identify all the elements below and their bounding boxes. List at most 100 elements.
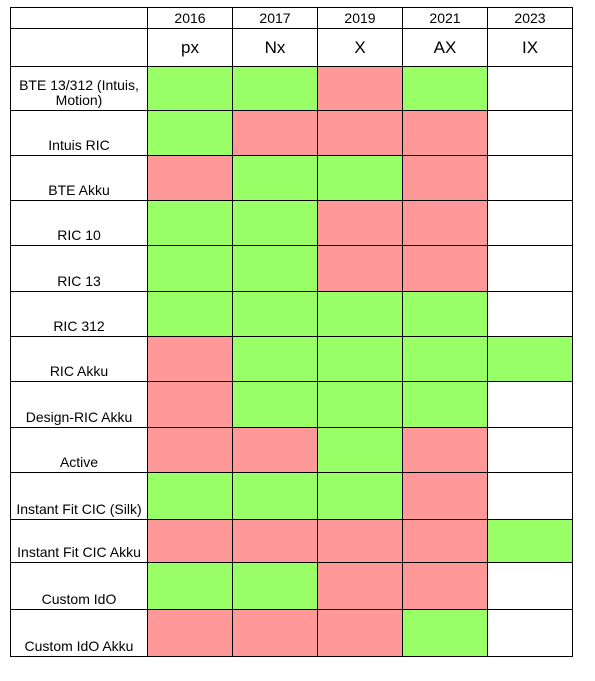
status-cell-red <box>317 562 403 610</box>
status-cell-red <box>317 110 403 156</box>
status-cell-white <box>487 200 573 246</box>
status-cell-green <box>232 155 318 201</box>
table-row: Instant Fit CIC Akku <box>10 519 573 563</box>
status-cell-white <box>487 381 573 428</box>
model-header-row: px Nx X AX IX <box>10 28 573 67</box>
status-cell-red <box>317 245 403 292</box>
status-cell-red <box>317 66 403 111</box>
status-cell-red <box>232 110 318 156</box>
status-cell-red <box>402 562 488 610</box>
status-cell-green <box>402 291 488 337</box>
status-cell-white <box>487 291 573 337</box>
table-row: Active <box>10 427 573 473</box>
status-cell-red <box>147 155 233 201</box>
status-cell-red <box>147 609 233 657</box>
model-header: px <box>147 28 233 67</box>
status-cell-green <box>147 110 233 156</box>
corner-cell <box>10 7 148 29</box>
status-cell-green <box>232 562 318 610</box>
table-row: RIC 10 <box>10 200 573 246</box>
status-cell-green <box>402 336 488 382</box>
row-label: RIC 10 <box>10 200 148 246</box>
table-row: Custom IdO Akku <box>10 609 573 657</box>
table-body: 2016 2017 2019 2021 2023 px Nx X AX IX B… <box>10 7 573 657</box>
status-cell-green <box>232 200 318 246</box>
row-label: Active <box>10 427 148 473</box>
status-cell-white <box>487 110 573 156</box>
status-cell-green <box>487 336 573 382</box>
model-header: IX <box>487 28 573 67</box>
row-label: BTE 13/312 (Intuis, Motion) <box>10 66 148 111</box>
status-cell-green <box>232 336 318 382</box>
status-cell-white <box>487 562 573 610</box>
status-cell-green <box>317 472 403 520</box>
table-row: RIC Akku <box>10 336 573 382</box>
status-cell-red <box>232 519 318 563</box>
status-cell-green <box>317 291 403 337</box>
status-cell-white <box>487 155 573 201</box>
status-cell-red <box>147 336 233 382</box>
row-label: Instant Fit CIC Akku <box>10 519 148 563</box>
status-cell-red <box>147 519 233 563</box>
status-cell-red <box>317 200 403 246</box>
status-cell-green <box>487 519 573 563</box>
status-cell-red <box>402 427 488 473</box>
status-cell-green <box>147 562 233 610</box>
table-row: Intuis RIC <box>10 110 573 156</box>
status-cell-green <box>147 472 233 520</box>
status-cell-green <box>402 381 488 428</box>
year-header: 2016 <box>147 7 233 29</box>
table-row: Instant Fit CIC (Silk) <box>10 472 573 520</box>
status-cell-green <box>317 381 403 428</box>
table-row: Custom IdO <box>10 562 573 610</box>
corner-cell <box>10 28 148 67</box>
status-cell-green <box>232 245 318 292</box>
status-cell-green <box>147 245 233 292</box>
row-label: BTE Akku <box>10 155 148 201</box>
status-cell-red <box>402 110 488 156</box>
status-cell-red <box>147 381 233 428</box>
row-label: Design-RIC Akku <box>10 381 148 428</box>
status-cell-white <box>487 245 573 292</box>
table-row: BTE 13/312 (Intuis, Motion) <box>10 66 573 111</box>
year-header: 2023 <box>487 7 573 29</box>
status-cell-green <box>317 427 403 473</box>
status-cell-red <box>402 472 488 520</box>
status-cell-green <box>402 609 488 657</box>
year-header: 2019 <box>317 7 403 29</box>
status-cell-white <box>487 609 573 657</box>
row-label: RIC 13 <box>10 245 148 292</box>
row-label: Custom IdO Akku <box>10 609 148 657</box>
status-cell-green <box>147 200 233 246</box>
row-label: RIC Akku <box>10 336 148 382</box>
row-label: Custom IdO <box>10 562 148 610</box>
status-cell-red <box>317 609 403 657</box>
table-row: RIC 13 <box>10 245 573 292</box>
year-header-row: 2016 2017 2019 2021 2023 <box>10 7 573 29</box>
model-header: Nx <box>232 28 318 67</box>
status-cell-green <box>402 66 488 111</box>
status-cell-red <box>402 155 488 201</box>
status-cell-white <box>487 472 573 520</box>
row-label: Intuis RIC <box>10 110 148 156</box>
year-header: 2017 <box>232 7 318 29</box>
status-cell-white <box>487 66 573 111</box>
status-cell-red <box>317 519 403 563</box>
status-cell-green <box>232 381 318 428</box>
table-row: RIC 312 <box>10 291 573 337</box>
status-cell-green <box>317 336 403 382</box>
table-row: BTE Akku <box>10 155 573 201</box>
status-cell-green <box>317 155 403 201</box>
status-cell-green <box>147 291 233 337</box>
status-cell-green <box>232 66 318 111</box>
status-cell-red <box>232 609 318 657</box>
status-cell-red <box>402 519 488 563</box>
compatibility-table: 2016 2017 2019 2021 2023 px Nx X AX IX B… <box>10 7 573 657</box>
status-cell-green <box>232 291 318 337</box>
status-cell-green <box>147 66 233 111</box>
status-cell-red <box>232 427 318 473</box>
status-cell-red <box>147 427 233 473</box>
table-row: Design-RIC Akku <box>10 381 573 428</box>
status-cell-red <box>402 200 488 246</box>
row-label: Instant Fit CIC (Silk) <box>10 472 148 520</box>
